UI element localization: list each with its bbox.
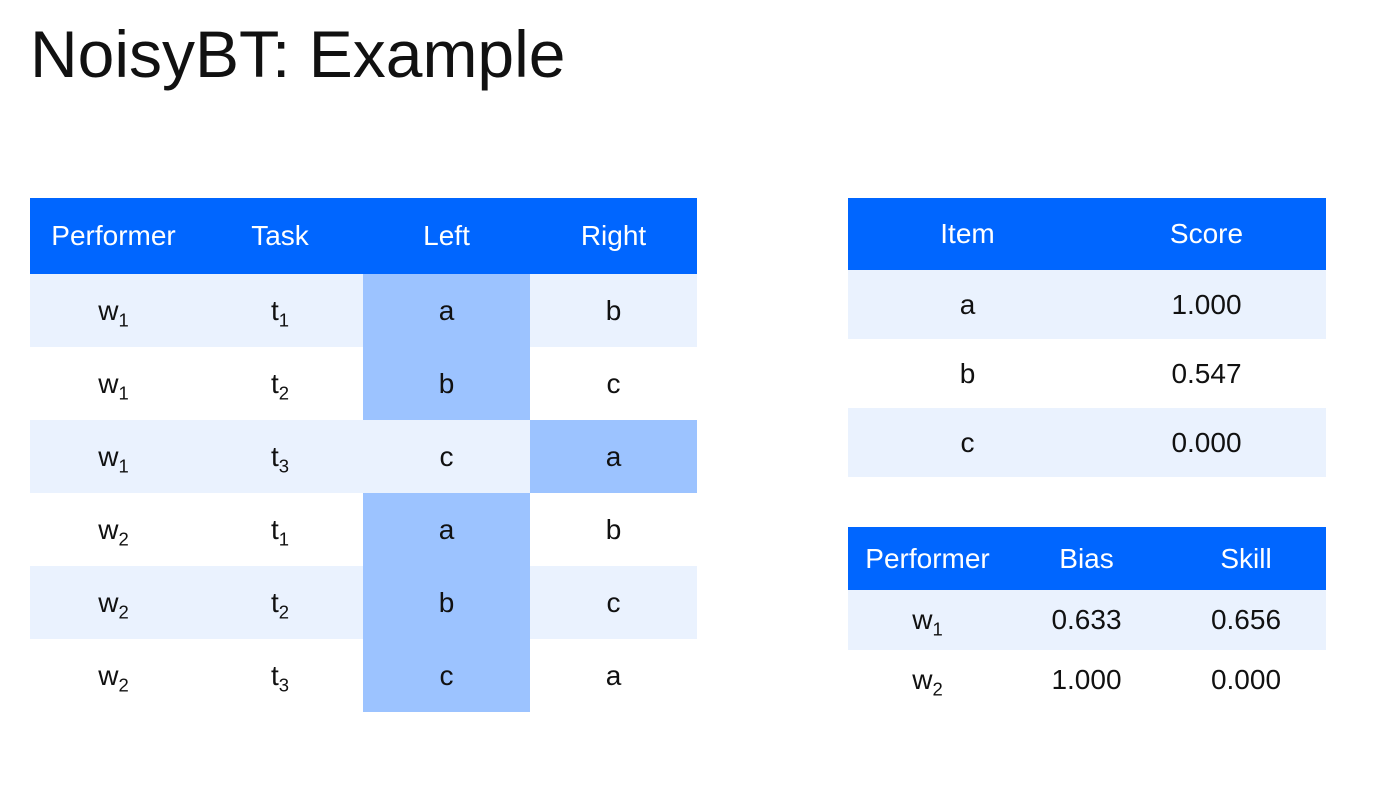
task-cell: t2 (197, 566, 363, 639)
task-cell: t1 (270, 513, 290, 549)
skill-cell: 0.000 (1210, 664, 1282, 695)
performers-table: Performer Bias Skill w1 0.633 0.656 w2 1… (848, 527, 1326, 710)
item-cell: a (848, 270, 1087, 339)
table-row: c 0.000 (848, 408, 1326, 477)
header-performer: Performer (30, 198, 197, 274)
right-cell: a (530, 420, 697, 493)
right-cell: b (605, 513, 622, 545)
scores-table: Item Score a 1.000 b 0.547 c 0.000 (848, 198, 1326, 477)
performer-cell: w1 (848, 590, 1007, 650)
bias-cell: 1.000 (1051, 664, 1122, 695)
header-score: Score (1087, 198, 1326, 270)
table-row: w2 t3 c a (30, 639, 697, 712)
page-title: NoisyBT: Example (30, 17, 566, 91)
left-cell: b (363, 566, 530, 639)
table-row: w1 t3 c a (30, 420, 697, 493)
left-cell: c (363, 420, 530, 493)
responses-header-row: Performer Task Left Right (30, 198, 697, 274)
performer-cell: w2 (98, 659, 129, 695)
left-cell: b (363, 347, 530, 420)
performer-cell: w1 (98, 367, 129, 403)
table-row: w2 t1 a b (30, 493, 697, 566)
task-cell: t3 (270, 659, 290, 695)
header-skill: Skill (1166, 527, 1326, 590)
left-cell: a (363, 493, 530, 566)
header-left: Left (363, 198, 530, 274)
skill-cell: 0.656 (1166, 590, 1326, 650)
right-cell: c (606, 367, 621, 399)
table-row: a 1.000 (848, 270, 1326, 339)
task-cell: t3 (197, 420, 363, 493)
right-cell: c (530, 566, 697, 639)
performers-header-row: Performer Bias Skill (848, 527, 1326, 590)
table-row: b 0.547 (848, 339, 1326, 408)
score-cell: 0.547 (1171, 357, 1242, 389)
performer-cell: w1 (30, 420, 197, 493)
responses-table: Performer Task Left Right w1 t1 a b w1 t… (30, 198, 697, 712)
header-right: Right (530, 198, 697, 274)
table-row: w2 1.000 0.000 (848, 650, 1326, 710)
score-cell: 1.000 (1087, 270, 1326, 339)
right-cell: b (530, 274, 697, 347)
performer-cell: w1 (30, 274, 197, 347)
table-row: w2 t2 b c (30, 566, 697, 639)
left-cell: a (363, 274, 530, 347)
bias-cell: 0.633 (1007, 590, 1166, 650)
table-row: w1 t2 b c (30, 347, 697, 420)
item-cell: b (959, 357, 976, 389)
performer-cell: w2 (912, 664, 943, 700)
performer-cell: w2 (98, 513, 129, 549)
left-cell: c (363, 639, 530, 712)
header-performer: Performer (848, 527, 1007, 590)
task-cell: t1 (197, 274, 363, 347)
task-cell: t2 (270, 367, 290, 403)
item-cell: c (848, 408, 1087, 477)
header-item: Item (848, 198, 1087, 270)
scores-header-row: Item Score (848, 198, 1326, 270)
right-cell: a (605, 659, 622, 691)
table-row: w1 0.633 0.656 (848, 590, 1326, 650)
header-task: Task (197, 198, 363, 274)
table-row: w1 t1 a b (30, 274, 697, 347)
header-bias: Bias (1007, 527, 1166, 590)
score-cell: 0.000 (1087, 408, 1326, 477)
performer-cell: w2 (30, 566, 197, 639)
